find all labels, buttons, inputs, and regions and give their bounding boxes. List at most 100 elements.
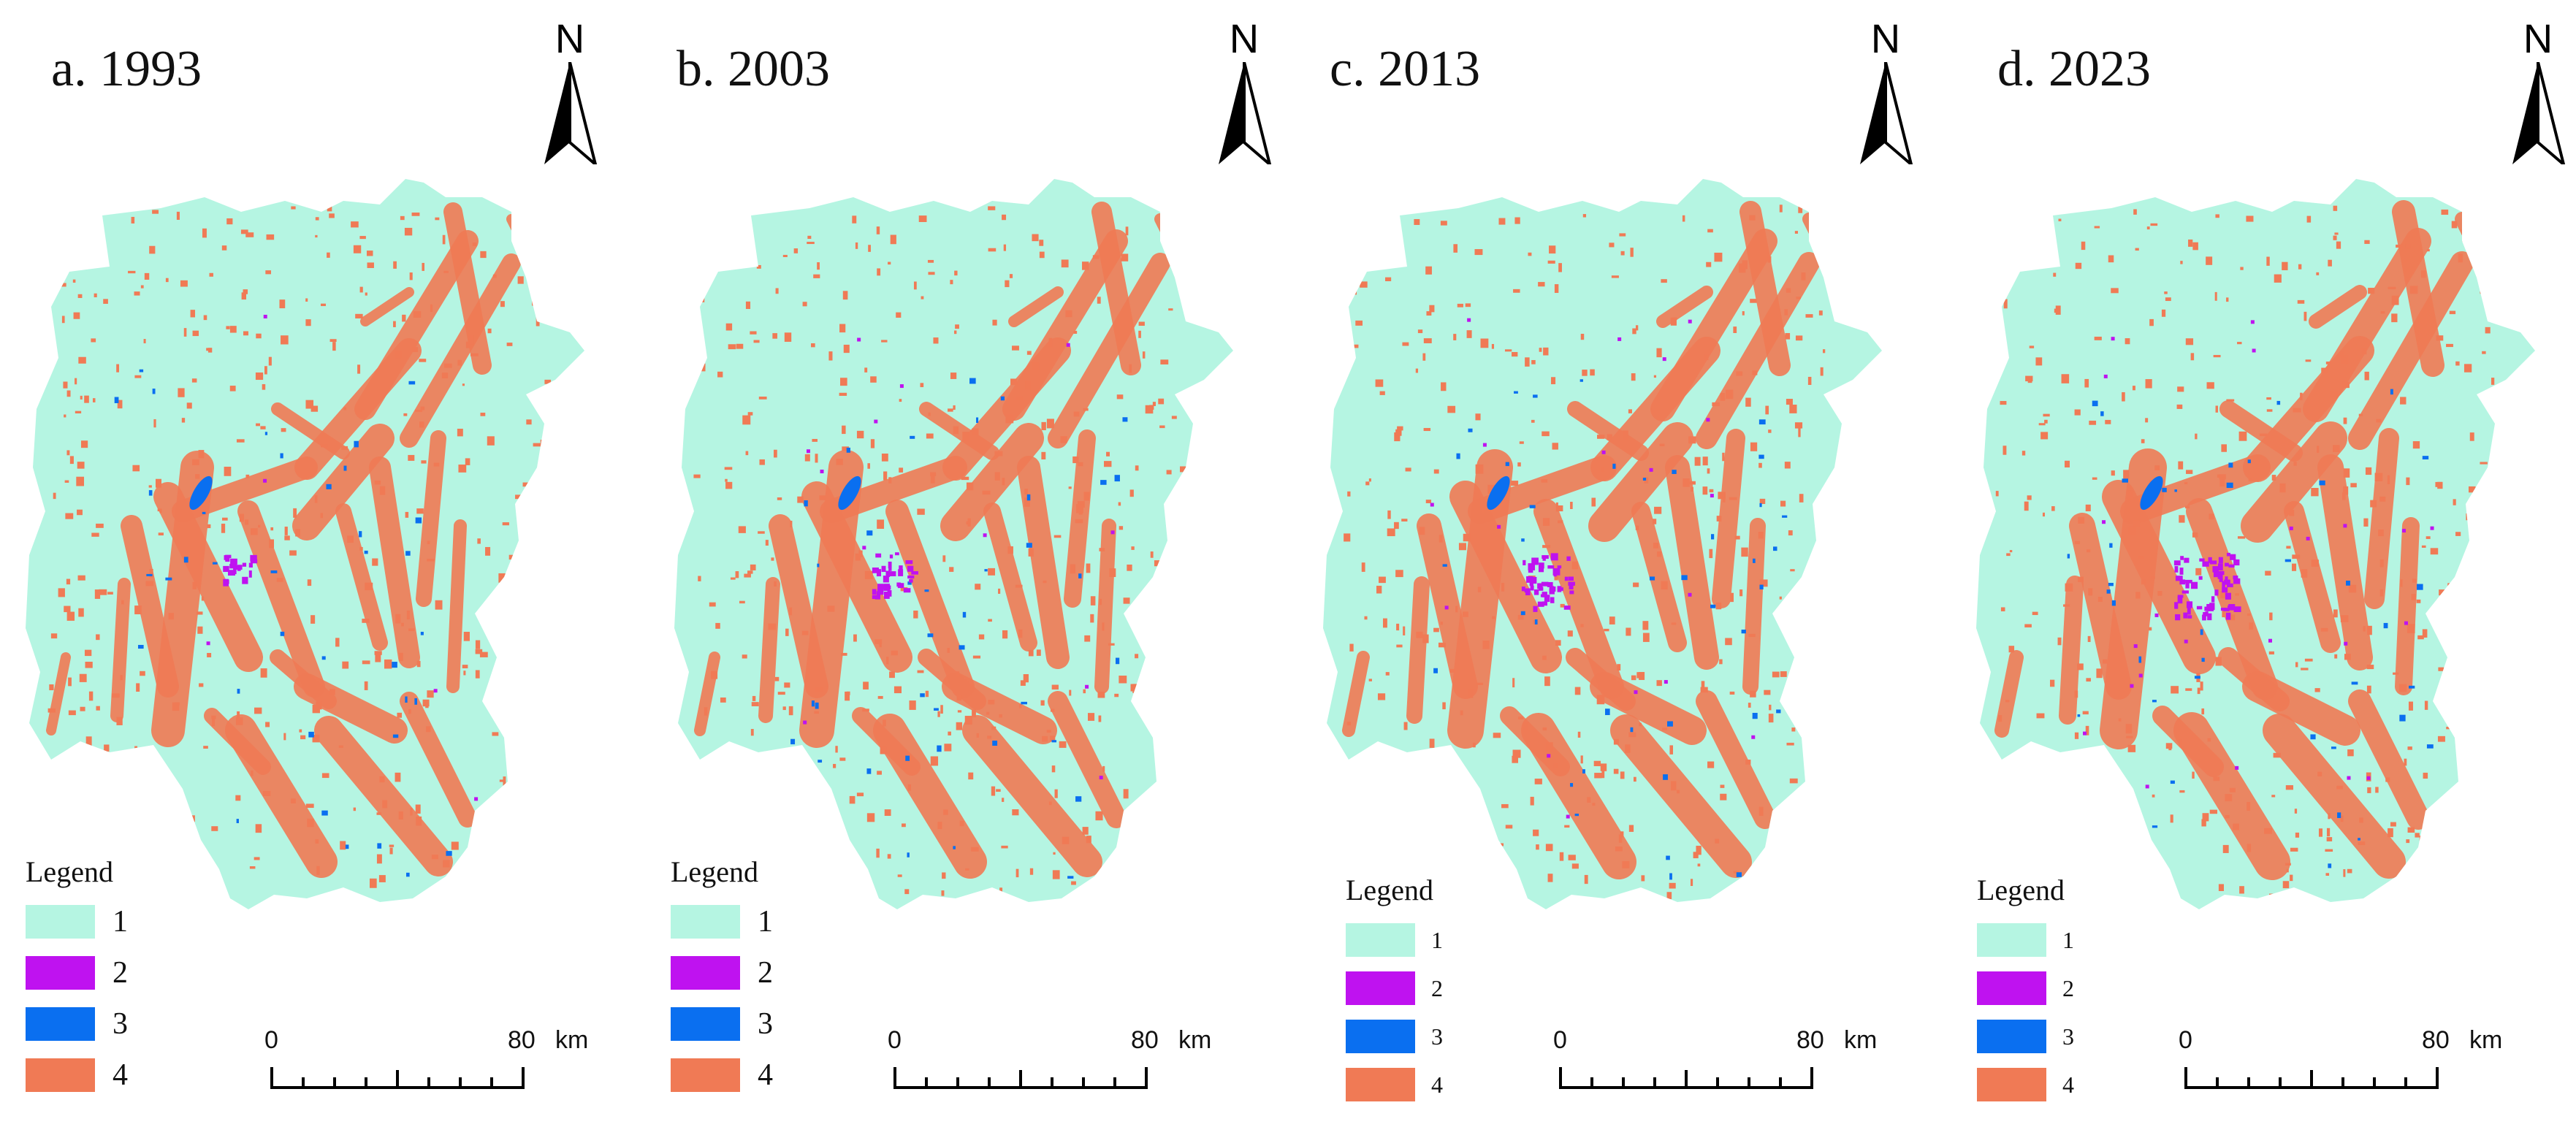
class4-speckle [796,804,801,808]
class4-speckle [158,532,164,536]
class4-speckle [855,242,858,249]
class4-speckle [1657,551,1662,557]
class2-speckle [2154,613,2159,617]
class4-speckle [1704,354,1709,361]
class4-speckle [1377,693,1386,700]
class4-speckle [2197,687,2200,695]
class4-speckle [2364,240,2370,244]
class4-speckle [1102,765,1105,772]
class2-speckle [820,469,824,473]
land-use-map [26,179,584,909]
class4-speckle [1482,640,1490,649]
class4-patch [1994,650,2024,738]
class4-speckle [744,573,751,578]
class4-speckle [478,825,482,833]
class2-speckle [1706,418,1710,422]
class4-speckle [2141,579,2146,585]
class4-speckle [409,272,413,280]
class4-speckle [907,784,912,791]
class3-speckle [1529,505,1536,508]
class3-speckle [1772,546,1777,551]
class4-speckle [1722,494,1726,503]
class4-speckle [239,513,245,522]
class4-speckle [730,577,736,580]
class4-speckle [1554,574,1558,581]
class2-speckle [1688,319,1692,324]
class4-speckle [1001,845,1008,849]
class4-speckle [698,809,706,818]
class2-patch [1539,562,1544,569]
class4-speckle [849,795,856,804]
legend-swatch [26,1007,95,1041]
class4-speckle [1387,510,1391,519]
class4-speckle [1745,760,1751,765]
class4-speckle [2412,441,2420,449]
class4-speckle [2008,646,2015,653]
class4-speckle [1350,817,1354,822]
class4-speckle [376,812,381,815]
class4-speckle [2206,382,2214,389]
class4-speckle [183,328,187,337]
class4-speckle [1158,709,1161,717]
class4-speckle [2081,241,2086,251]
class4-speckle [2145,418,2149,423]
class4-speckle [2086,678,2091,682]
class4-speckle [2016,863,2021,869]
class4-speckle [376,854,382,864]
class4-patch [2241,421,2347,543]
class4-speckle [1160,359,1169,364]
class4-speckle [937,822,942,830]
class3-speckle [937,745,942,752]
class4-speckle [949,567,954,572]
class4-speckle [1026,351,1032,355]
class2-patch [2173,560,2181,566]
class2-patch [2228,564,2235,568]
class2-patch [2217,563,2223,570]
class4-speckle [2304,658,2313,662]
class4-speckle [365,292,367,296]
legend: Legend 1 2 3 4 [1977,873,2074,1109]
class3-speckle [1533,394,1538,398]
class4-speckle [140,671,145,676]
land-class-layer [1994,200,2504,904]
class3-speckle [1433,668,1438,673]
class2-patch [2233,559,2240,566]
class4-speckle [327,252,330,258]
class4-speckle [1005,414,1014,424]
class4-speckle [212,718,216,727]
class4-patch [1533,499,1624,699]
class4-speckle [279,299,286,309]
class4-speckle [2176,404,2183,409]
legend-label: 1 [758,905,773,939]
class4-speckle [2000,400,2007,405]
legend-swatch [671,1007,740,1041]
class4-speckle [1365,481,1370,486]
class4-speckle [1809,804,1815,809]
class3-speckle [1021,701,1027,705]
class4-speckle [1661,279,1667,283]
class4-speckle [2213,354,2221,358]
class2-patch [2233,576,2238,580]
class4-speckle [843,344,850,354]
class4-speckle [256,423,261,427]
class4-speckle [94,589,101,599]
class4-speckle [419,421,424,428]
class4-speckle [1701,681,1705,688]
class4-speckle [1043,580,1047,584]
class4-speckle [2154,465,2160,470]
class4-speckle [2365,467,2372,475]
class4-speckle [1028,649,1034,657]
class2-speckle [983,533,987,538]
class4-speckle [1463,533,1471,542]
class4-speckle [1442,702,1446,710]
class2-patch [2225,562,2229,567]
legend-swatch [1977,1020,2046,1053]
class4-speckle [2092,477,2097,480]
class4-speckle [772,333,777,339]
class4-speckle [1639,722,1642,727]
class3-speckle [962,611,967,618]
class2-patch [1557,565,1562,569]
class4-speckle [1707,229,1713,233]
class4-speckle [1405,467,1411,472]
class2-patch [2181,590,2189,594]
